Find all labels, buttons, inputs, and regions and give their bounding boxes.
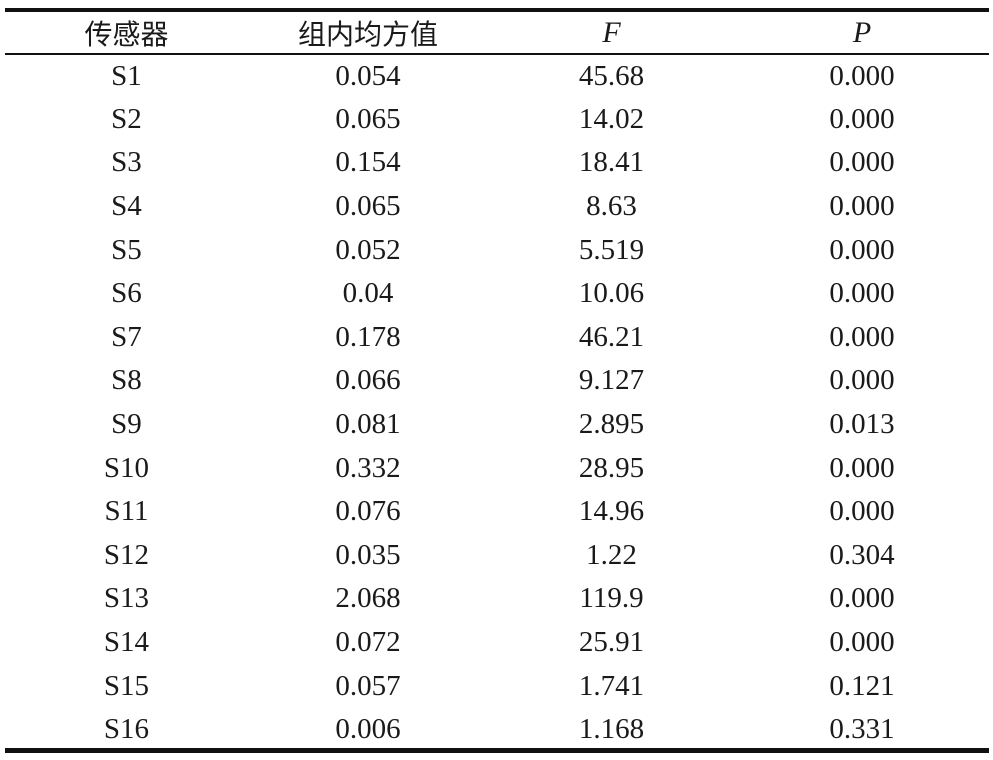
p-value-cell: 0.000 — [829, 102, 895, 135]
f-value-cell: 1.168 — [578, 713, 645, 746]
p-value-cell: 0.000 — [829, 233, 895, 266]
table-header: 传感器 组内均方值 F P — [5, 12, 989, 54]
sensor-cell: S10 — [103, 451, 150, 484]
mean-square-cell: 0.052 — [335, 233, 401, 266]
p-value-cell: 0.121 — [829, 669, 895, 702]
sensor-cell: S12 — [103, 538, 150, 571]
sensor-cell: S3 — [111, 146, 142, 179]
mean-square-cell: 0.065 — [335, 102, 401, 135]
table-row: S2 0.065 14.02 0.000 — [5, 98, 989, 142]
table-top-rule — [5, 8, 989, 12]
mean-square-cell: 0.332 — [335, 451, 401, 484]
p-value-cell: 0.000 — [829, 190, 895, 223]
f-value-cell: 25.91 — [578, 626, 645, 659]
table-row: S3 0.154 18.41 0.000 — [5, 141, 989, 185]
table-row: S6 0.04 10.06 0.000 — [5, 272, 989, 316]
f-value-cell: 2.895 — [578, 408, 645, 441]
f-value-cell: 9.127 — [578, 364, 645, 397]
table-row: S5 0.052 5.519 0.000 — [5, 228, 989, 272]
sensor-cell: S11 — [104, 495, 149, 528]
mean-square-cell: 0.054 — [335, 60, 401, 93]
p-value-cell: 0.000 — [829, 626, 895, 659]
mean-square-cell: 0.057 — [335, 669, 401, 702]
p-value-cell: 0.331 — [829, 713, 895, 746]
p-value-cell: 0.000 — [829, 451, 895, 484]
f-value-cell: 45.68 — [578, 60, 645, 93]
p-value-cell: 0.000 — [829, 495, 895, 528]
f-value-cell: 119.9 — [579, 582, 644, 615]
sensor-cell: S16 — [103, 713, 150, 746]
table-body: S1 0.054 45.68 0.000 S2 0.065 14.02 0.000 S3 0.15… — [5, 54, 989, 752]
anova-table: 传感器 组内均方值 F P S1 0.054 45.68 0.000 S2 0.065 14… — [5, 12, 989, 752]
f-value-cell: 5.519 — [578, 233, 645, 266]
table-row: S16 0.006 1.168 0.331 — [5, 708, 989, 752]
table-row: S12 0.035 1.22 0.304 — [5, 534, 989, 578]
sensor-cell: S8 — [111, 364, 142, 397]
sensor-cell: S15 — [103, 669, 150, 702]
p-value-cell: 0.000 — [829, 146, 895, 179]
table-row: S11 0.076 14.96 0.000 — [5, 490, 989, 534]
table-row: S14 0.072 25.91 0.000 — [5, 621, 989, 665]
table-header-rule — [5, 53, 989, 55]
header-f-value: F — [602, 16, 621, 49]
table-row: S7 0.178 46.21 0.000 — [5, 316, 989, 360]
f-value-cell: 28.95 — [578, 451, 645, 484]
mean-square-cell: 0.065 — [335, 190, 401, 223]
table-bottom-rule — [5, 748, 989, 753]
table-row: S13 2.068 119.9 0.000 — [5, 577, 989, 621]
mean-square-cell: 0.04 — [342, 277, 394, 310]
table-row: S4 0.065 8.63 0.000 — [5, 185, 989, 229]
sensor-cell: S9 — [111, 408, 142, 441]
f-value-cell: 1.22 — [586, 538, 637, 571]
p-value-cell: 0.000 — [829, 582, 895, 615]
f-value-cell: 14.02 — [578, 102, 645, 135]
header-within-group-mean-square: 组内均方值 — [297, 18, 438, 51]
sensor-cell: S5 — [111, 233, 142, 266]
sensor-cell: S14 — [103, 626, 150, 659]
mean-square-cell: 2.068 — [335, 582, 401, 615]
mean-square-cell: 0.006 — [335, 713, 401, 746]
header-p-value: P — [852, 16, 872, 49]
mean-square-cell: 0.072 — [335, 626, 401, 659]
mean-square-cell: 0.076 — [335, 495, 401, 528]
table-row: S15 0.057 1.741 0.121 — [5, 664, 989, 708]
p-value-cell: 0.013 — [829, 408, 895, 441]
table-row: S8 0.066 9.127 0.000 — [5, 359, 989, 403]
mean-square-cell: 0.066 — [335, 364, 401, 397]
p-value-cell: 0.000 — [829, 320, 895, 353]
sensor-cell: S6 — [111, 277, 142, 310]
header-sensor: 传感器 — [84, 18, 169, 51]
table-row: S9 0.081 2.895 0.013 — [5, 403, 989, 447]
sensor-cell: S4 — [111, 190, 142, 223]
mean-square-cell: 0.178 — [335, 320, 401, 353]
f-value-cell: 18.41 — [578, 146, 645, 179]
table-row: S1 0.054 45.68 0.000 — [5, 54, 989, 98]
sensor-cell: S2 — [111, 102, 142, 135]
mean-square-cell: 0.081 — [335, 408, 401, 441]
mean-square-cell: 0.035 — [335, 538, 401, 571]
f-value-cell: 10.06 — [578, 277, 645, 310]
sensor-cell: S1 — [111, 60, 142, 93]
p-value-cell: 0.000 — [829, 364, 895, 397]
f-value-cell: 46.21 — [578, 320, 645, 353]
f-value-cell: 1.741 — [578, 669, 645, 702]
p-value-cell: 0.304 — [829, 538, 895, 571]
mean-square-cell: 0.154 — [335, 146, 401, 179]
sensor-cell: S7 — [111, 320, 142, 353]
sensor-cell: S13 — [103, 582, 150, 615]
f-value-cell: 14.96 — [578, 495, 645, 528]
p-value-cell: 0.000 — [829, 60, 895, 93]
f-value-cell: 8.63 — [586, 190, 637, 223]
header-row: 传感器 组内均方值 F P — [5, 12, 989, 54]
table-row: S10 0.332 28.95 0.000 — [5, 446, 989, 490]
p-value-cell: 0.000 — [829, 277, 895, 310]
